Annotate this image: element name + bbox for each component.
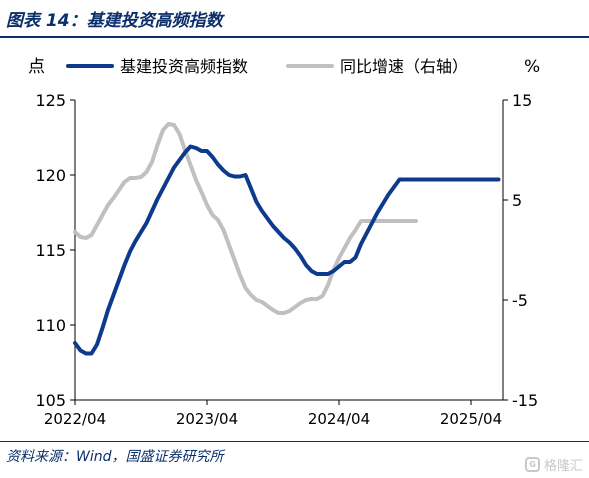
x-tick-label: 2025/04 <box>440 410 502 428</box>
left-unit-label: 点 <box>28 57 45 77</box>
series-line-yoy-growth <box>73 122 418 315</box>
right-unit-label: % <box>524 57 540 77</box>
chart-legend: 基建投资高频指数 同比增速（右轴） <box>66 57 468 76</box>
figure-source: 资料来源：Wind，国盛证券研究所 <box>6 449 224 465</box>
watermark: G 格隆汇 <box>524 455 583 474</box>
series-line-infra-index <box>73 144 501 356</box>
left-tick-label: 125 <box>35 91 66 110</box>
left-tick-label: 110 <box>35 316 66 335</box>
x-tick-label: 2023/04 <box>176 410 238 428</box>
right-tick-label: 15 <box>512 91 532 110</box>
right-tick-label: 5 <box>512 191 522 210</box>
left-tick-label: 120 <box>35 166 66 185</box>
watermark-text: 格隆汇 <box>543 459 583 474</box>
legend-label: 基建投资高频指数 <box>120 57 248 76</box>
legend-label: 同比增速（右轴） <box>340 57 468 76</box>
chart-axes: 105 110 115 120 125 -15 -5 5 15 2022/04 2023/04 202… <box>28 57 540 428</box>
x-tick-label: 2022/04 <box>44 410 106 428</box>
right-tick-label: -15 <box>512 391 538 410</box>
left-tick-label: 115 <box>35 241 66 260</box>
x-tick-label: 2024/04 <box>308 410 370 428</box>
left-tick-label: 105 <box>35 391 66 410</box>
source-rule <box>0 441 589 442</box>
figure-title: 图表 14：基建投资高频指数 <box>6 11 223 31</box>
watermark-logo-icon: G <box>524 457 540 472</box>
title-rule <box>0 36 589 38</box>
series-layer <box>73 122 501 356</box>
right-tick-label: -5 <box>512 291 528 310</box>
